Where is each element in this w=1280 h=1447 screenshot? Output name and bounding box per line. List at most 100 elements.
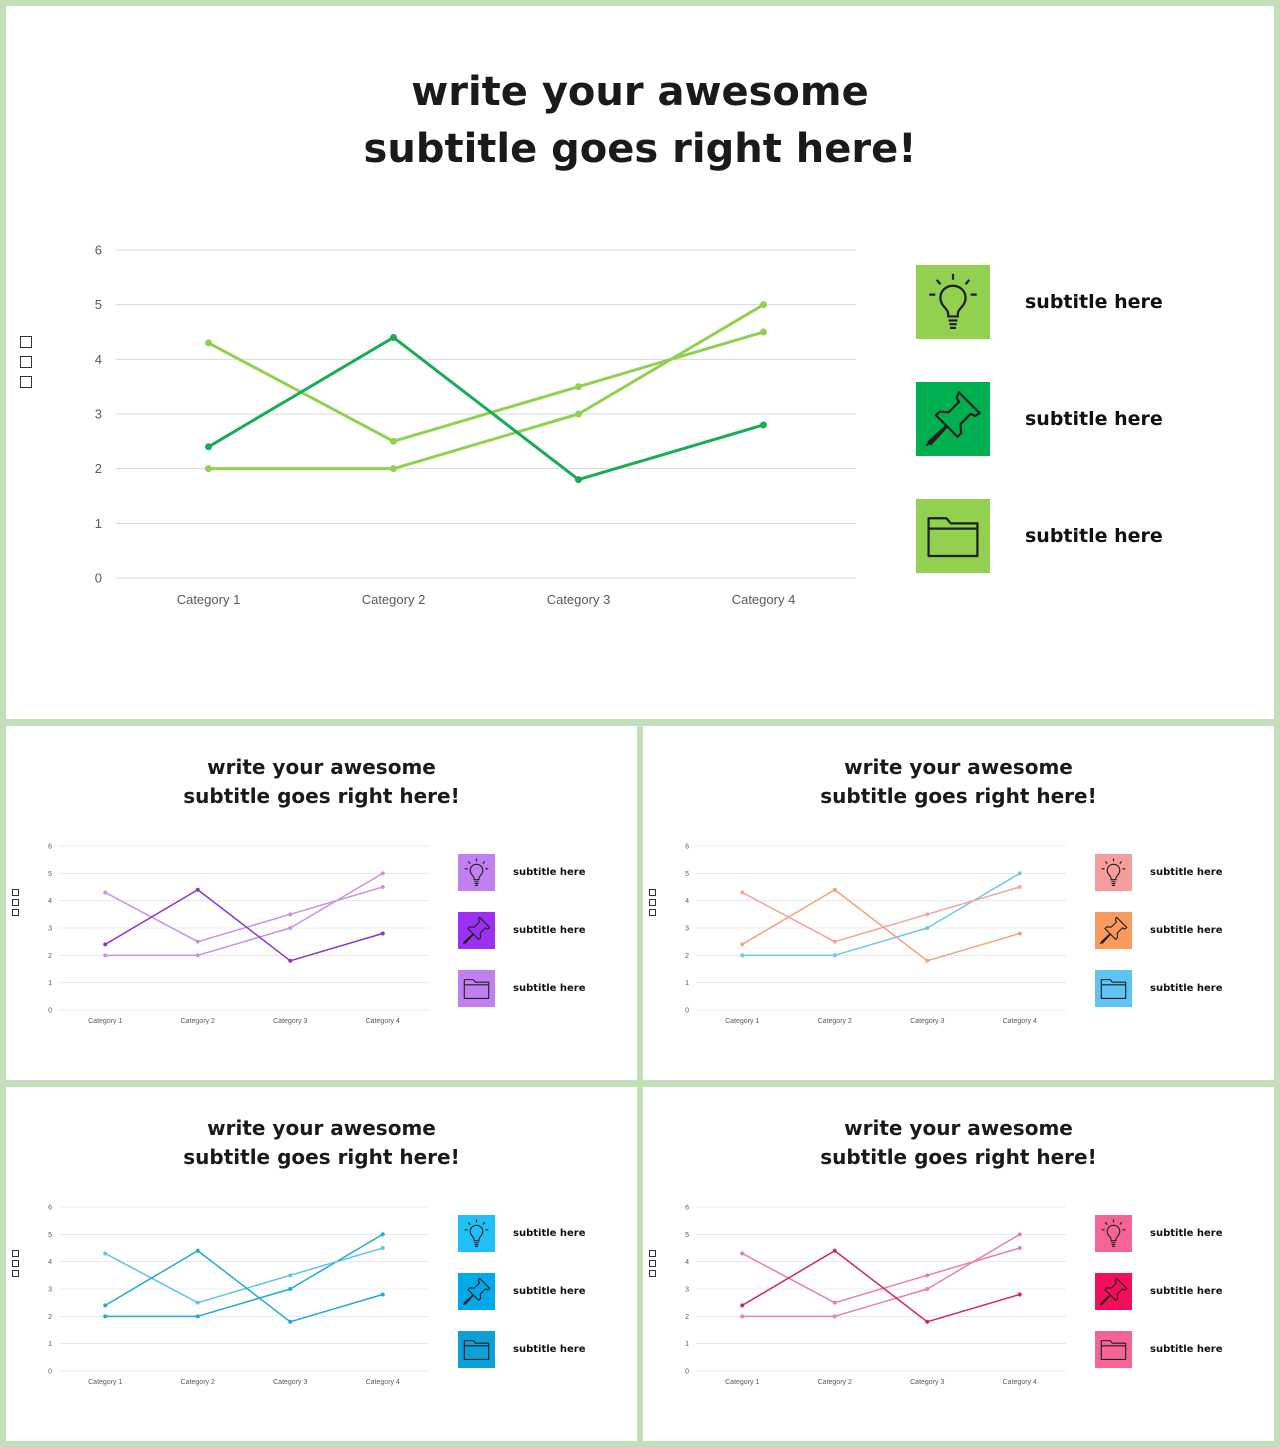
y-tick-label: 1	[48, 1341, 52, 1348]
legend-label: subtitle here	[1150, 1227, 1223, 1239]
slide-title-line-1: write your awesome	[844, 755, 1073, 779]
series-1-point	[103, 1303, 108, 1308]
slide-title-line-1: write your awesome	[844, 1116, 1073, 1140]
y-tick-label: 0	[95, 571, 102, 586]
y-tick-label: 1	[685, 980, 689, 987]
series-2-line	[741, 1247, 1020, 1304]
legend-label: subtitle here	[513, 866, 586, 878]
line-chart: 0 1 2 3 4 5 6 Category 1 Category 2 Category 3 Cat…	[685, 1204, 1066, 1386]
y-tick-label: 5	[95, 297, 102, 312]
x-tick-label: Category 2	[181, 1018, 215, 1025]
placeholder-box	[649, 1260, 656, 1267]
series-1-point	[740, 1303, 745, 1308]
slide-title: write your awesome subtitle goes right h…	[643, 1114, 1274, 1172]
line-chart: 0 1 2 3 4 5 6 Category 1 Category 2 Category 3 Cat…	[48, 1204, 429, 1386]
slide-title-line-1: write your awesome	[411, 69, 869, 115]
series-2-point	[390, 437, 397, 445]
folder-icon	[458, 1331, 495, 1368]
series-1-point	[205, 443, 212, 451]
legend-label: subtitle here	[1150, 982, 1223, 994]
slide-title-line-2: subtitle goes right here!	[363, 126, 917, 172]
placeholder-box	[20, 336, 32, 348]
side-marks	[12, 889, 19, 916]
series-3-point	[925, 1287, 930, 1291]
series-2-point	[288, 912, 293, 917]
x-tick-label: Category 3	[910, 1379, 944, 1386]
series-3-point	[380, 871, 385, 876]
series-2-point	[925, 912, 930, 917]
main-slide: write your awesome subtitle goes right h…	[6, 6, 1274, 719]
placeholder-box	[649, 1250, 656, 1257]
slide-title: write your awesome subtitle goes right h…	[6, 64, 1274, 178]
series-2-point	[195, 939, 200, 944]
series-2-point	[740, 890, 745, 895]
series-2-point	[760, 328, 767, 336]
folder-icon	[916, 499, 990, 573]
y-tick-label: 5	[48, 1232, 52, 1239]
series-1-point	[380, 1292, 385, 1297]
series-1-point	[760, 421, 767, 429]
legend-label: subtitle here	[1150, 1343, 1223, 1355]
series-1-line	[741, 888, 1020, 962]
purple-slide: write your awesome subtitle goes right h…	[6, 726, 637, 1080]
slide-title-line-2: subtitle goes right here!	[183, 784, 460, 808]
y-tick-label: 5	[685, 1232, 689, 1239]
series-1-point	[1017, 1292, 1022, 1297]
slide-title: write your awesome subtitle goes right h…	[6, 753, 637, 811]
series-2-point	[1017, 1246, 1022, 1250]
series-2-point	[195, 1300, 200, 1305]
x-tick-label: Category 1	[88, 1379, 122, 1386]
legend-label: subtitle here	[1150, 924, 1223, 936]
x-tick-label: Category 2	[181, 1379, 215, 1386]
series-1-point	[740, 942, 745, 947]
placeholder-box	[12, 899, 19, 906]
x-tick-label: Category 4	[732, 592, 796, 607]
y-tick-label: 5	[48, 871, 52, 878]
series-2-point	[205, 339, 212, 347]
y-tick-label: 3	[95, 407, 102, 422]
series-3-point	[740, 1314, 745, 1319]
y-tick-label: 2	[48, 1314, 52, 1321]
slide-title: write your awesome subtitle goes right h…	[643, 753, 1274, 811]
series-3-point	[103, 1314, 108, 1319]
series-2-point	[1017, 885, 1022, 889]
legend-label: subtitle here	[1150, 1285, 1223, 1297]
legend-label: subtitle here	[513, 1343, 586, 1355]
placeholder-box	[649, 909, 656, 916]
x-tick-label: Category 4	[366, 1018, 400, 1025]
series-2-point	[288, 1273, 293, 1278]
y-tick-label: 6	[48, 843, 52, 850]
pushpin-icon	[1095, 912, 1132, 949]
x-tick-label: Category 1	[725, 1379, 759, 1386]
legend-label: subtitle here	[1025, 524, 1163, 547]
placeholder-box	[20, 356, 32, 368]
series-3-point	[1017, 1232, 1022, 1237]
x-tick-label: Category 1	[177, 592, 241, 607]
placeholder-box	[12, 1260, 19, 1267]
series-3-point	[575, 410, 582, 418]
x-tick-label: Category 1	[725, 1018, 759, 1025]
series-1-point	[288, 1319, 293, 1324]
side-marks	[649, 1250, 656, 1277]
series-2-point	[103, 1251, 108, 1256]
side-marks	[20, 336, 32, 388]
y-tick-label: 3	[685, 1286, 689, 1293]
placeholder-box	[649, 1270, 656, 1277]
legend-label: subtitle here	[513, 1285, 586, 1297]
series-1-line	[207, 335, 764, 482]
y-tick-label: 5	[685, 871, 689, 878]
y-tick-label: 6	[685, 843, 689, 850]
x-tick-label: Category 3	[273, 1379, 307, 1386]
series-3-point	[740, 953, 745, 958]
series-3-point	[832, 1314, 837, 1319]
pushpin-icon	[458, 1273, 495, 1310]
series-1-point	[288, 958, 293, 963]
y-tick-label: 4	[685, 898, 689, 905]
y-tick-label: 6	[95, 243, 102, 258]
legend-label: subtitle here	[1025, 290, 1163, 313]
side-marks	[649, 889, 656, 916]
slide-title-line-2: subtitle goes right here!	[820, 784, 1097, 808]
series-1-point	[103, 942, 108, 947]
lightbulb-icon	[458, 854, 495, 891]
line-chart: 0 1 2 3 4 5 6 Category 1 Category 2 Category 3 Cat…	[685, 843, 1066, 1025]
